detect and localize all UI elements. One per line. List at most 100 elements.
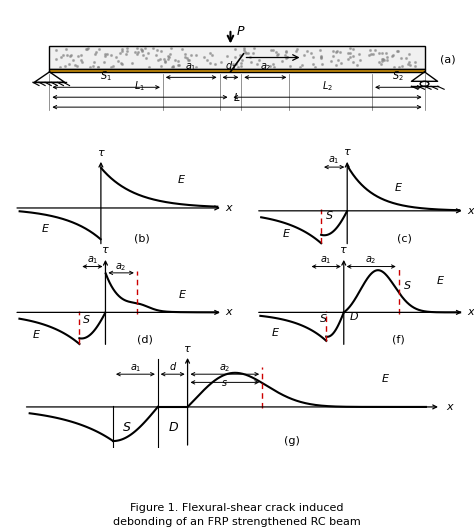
Text: $E$: $E$ bbox=[41, 223, 50, 234]
Point bbox=[182, 49, 189, 58]
Point bbox=[404, 59, 411, 68]
Point bbox=[184, 56, 192, 64]
Point bbox=[411, 62, 419, 70]
Point bbox=[223, 51, 231, 60]
Text: (b): (b) bbox=[134, 233, 149, 243]
Point bbox=[145, 49, 152, 57]
Point bbox=[122, 49, 129, 58]
Text: $a_1$: $a_1$ bbox=[328, 154, 340, 166]
Point bbox=[155, 55, 162, 64]
Point bbox=[71, 61, 79, 69]
Point bbox=[117, 58, 125, 67]
Point bbox=[367, 50, 375, 58]
Point bbox=[383, 49, 390, 57]
Text: $L$: $L$ bbox=[233, 91, 241, 103]
Point bbox=[405, 57, 413, 66]
Point bbox=[139, 50, 146, 59]
Point bbox=[336, 48, 343, 57]
Point bbox=[56, 63, 64, 72]
Point bbox=[82, 45, 90, 53]
Point bbox=[316, 46, 324, 55]
Point bbox=[267, 46, 274, 54]
Text: $x$: $x$ bbox=[225, 203, 234, 213]
Point bbox=[379, 55, 386, 63]
Point bbox=[131, 48, 139, 57]
Text: $D$: $D$ bbox=[349, 310, 359, 322]
Text: (g): (g) bbox=[284, 436, 300, 446]
Point bbox=[74, 52, 82, 60]
Text: $E$: $E$ bbox=[32, 328, 42, 340]
Point bbox=[174, 56, 182, 65]
Point bbox=[283, 52, 291, 61]
Point bbox=[201, 53, 208, 61]
Text: $L_1$: $L_1$ bbox=[135, 79, 146, 93]
Point bbox=[298, 61, 306, 69]
Point bbox=[398, 61, 406, 70]
Point bbox=[187, 50, 195, 59]
Point bbox=[350, 52, 357, 60]
Point bbox=[103, 50, 111, 59]
Point bbox=[383, 56, 391, 64]
Text: $d$: $d$ bbox=[169, 360, 177, 372]
Point bbox=[152, 51, 160, 59]
Point bbox=[273, 47, 280, 56]
Point bbox=[394, 46, 402, 55]
Text: $\tau$: $\tau$ bbox=[101, 245, 110, 255]
Point bbox=[283, 52, 291, 61]
Point bbox=[78, 58, 86, 66]
Point bbox=[192, 51, 200, 59]
Point bbox=[145, 63, 153, 72]
Point bbox=[249, 48, 256, 57]
Point bbox=[77, 50, 85, 59]
Text: $a_2$: $a_2$ bbox=[219, 362, 230, 374]
Point bbox=[156, 55, 164, 63]
Point bbox=[274, 50, 282, 59]
Point bbox=[310, 60, 317, 68]
Text: $E$: $E$ bbox=[178, 288, 188, 300]
Bar bbox=[49, 69, 425, 72]
Point bbox=[162, 57, 169, 65]
Point bbox=[293, 45, 301, 53]
Point bbox=[142, 54, 150, 63]
Point bbox=[128, 59, 136, 67]
Point bbox=[203, 56, 210, 65]
Point bbox=[375, 48, 383, 57]
Text: $S$: $S$ bbox=[319, 312, 327, 324]
Text: $\tau$: $\tau$ bbox=[97, 147, 105, 157]
Point bbox=[59, 51, 67, 59]
Point bbox=[411, 57, 419, 66]
Point bbox=[317, 54, 325, 63]
Point bbox=[286, 62, 294, 70]
Point bbox=[238, 56, 246, 64]
Point bbox=[231, 53, 238, 61]
Point bbox=[377, 60, 384, 68]
Point bbox=[100, 58, 108, 66]
Point bbox=[303, 47, 311, 55]
Point bbox=[207, 49, 214, 57]
Point bbox=[346, 49, 354, 57]
Point bbox=[162, 58, 169, 66]
Point bbox=[398, 54, 405, 62]
Point bbox=[134, 44, 141, 52]
Point bbox=[67, 51, 74, 59]
Point bbox=[255, 56, 263, 65]
Point bbox=[69, 56, 76, 64]
Point bbox=[139, 47, 146, 56]
Text: $x$: $x$ bbox=[225, 307, 234, 317]
Text: $a_1$: $a_1$ bbox=[320, 254, 332, 266]
Point bbox=[133, 50, 141, 58]
Text: $S_1$: $S_1$ bbox=[100, 69, 112, 83]
Point bbox=[337, 58, 345, 67]
Text: $x$: $x$ bbox=[446, 402, 455, 412]
Point bbox=[270, 63, 278, 72]
Text: $a_1$: $a_1$ bbox=[185, 61, 197, 73]
Text: $E$: $E$ bbox=[381, 373, 390, 384]
Point bbox=[389, 51, 396, 59]
Text: $x$: $x$ bbox=[467, 307, 474, 317]
Point bbox=[356, 56, 364, 64]
Text: $S$: $S$ bbox=[403, 279, 412, 290]
Point bbox=[157, 61, 164, 70]
Point bbox=[183, 54, 191, 62]
Text: Figure 1. Flexural-shear crack induced
debonding of an FRP strengthened RC beam: Figure 1. Flexural-shear crack induced d… bbox=[113, 504, 361, 527]
Point bbox=[67, 52, 74, 60]
